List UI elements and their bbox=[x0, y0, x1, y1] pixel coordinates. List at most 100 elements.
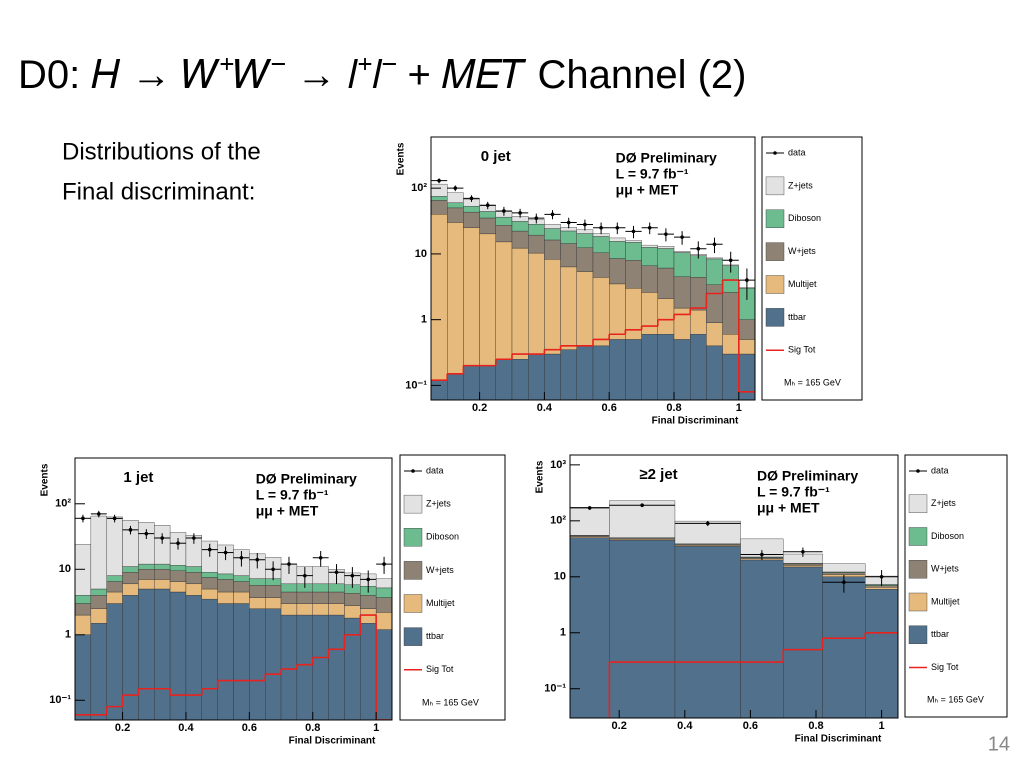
data-point bbox=[705, 521, 710, 526]
stack-bar bbox=[265, 597, 282, 609]
y-tick-label: 10⁻¹ bbox=[405, 379, 427, 391]
data-point bbox=[128, 528, 133, 532]
stack-bar bbox=[479, 365, 497, 400]
x-tick-label: 0.6 bbox=[743, 720, 758, 732]
legend-swatch bbox=[908, 527, 928, 546]
annotation: DØ Preliminary bbox=[757, 468, 858, 484]
legend-swatch bbox=[765, 209, 785, 228]
legend-label: ttbar bbox=[426, 631, 444, 641]
legend-note: Mₕ = 165 GeV bbox=[927, 695, 984, 705]
stack-bar bbox=[609, 258, 626, 285]
legend-swatch bbox=[908, 592, 928, 612]
stack-bar bbox=[138, 563, 155, 570]
stack-bar bbox=[185, 572, 202, 585]
stack-bar bbox=[625, 242, 642, 261]
stack-bar bbox=[296, 603, 313, 616]
stack-bar bbox=[641, 247, 658, 266]
stack-bar bbox=[217, 573, 234, 580]
stack-bar bbox=[106, 581, 123, 593]
legend-swatch bbox=[765, 275, 785, 294]
slide-title: D0: 𝐻 → 𝑊⁺𝑊⁻ → 𝑙⁺𝑙⁻ + 𝑀𝐸𝑇 Channel (2) bbox=[18, 53, 746, 97]
stack-bar bbox=[249, 578, 266, 586]
y-tick-label: 10² bbox=[411, 182, 427, 194]
legend-swatch bbox=[765, 242, 785, 261]
plot-area bbox=[570, 500, 898, 718]
stack-bar bbox=[280, 614, 298, 720]
chart-title: 1 jet bbox=[123, 469, 153, 486]
legend-swatch bbox=[765, 176, 785, 196]
data-point bbox=[192, 536, 196, 540]
x-tick-label: 0.2 bbox=[612, 720, 627, 732]
legend-swatch bbox=[403, 561, 423, 580]
stack-bar bbox=[722, 334, 739, 355]
stack-bar bbox=[511, 359, 529, 400]
stack-bar bbox=[75, 603, 92, 616]
stack-bar bbox=[431, 183, 448, 197]
data-point bbox=[760, 552, 764, 557]
stack-bar bbox=[673, 307, 691, 340]
data-point bbox=[518, 211, 522, 215]
stack-bar bbox=[296, 614, 313, 720]
stack-bar bbox=[201, 588, 218, 600]
legend-swatch bbox=[765, 308, 785, 327]
stack-bar bbox=[673, 252, 691, 277]
data-point bbox=[318, 555, 323, 560]
plot-area bbox=[431, 178, 755, 400]
stack-bar bbox=[495, 216, 513, 226]
stack-bar bbox=[431, 200, 448, 215]
stack-bar bbox=[375, 612, 392, 630]
stack-bar bbox=[360, 623, 377, 720]
y-tick-label: 10² bbox=[550, 515, 566, 527]
chart: 0.2 0.4 0.6 0.8 1 10⁻¹ 1 10 10² Final Discriminan… bbox=[396, 136, 863, 427]
stack-bar bbox=[528, 234, 545, 254]
stack-bar bbox=[217, 591, 234, 604]
stack-bar bbox=[312, 614, 329, 720]
stack-bar bbox=[90, 588, 107, 596]
stack-bar bbox=[738, 319, 755, 340]
stack-bar bbox=[544, 353, 561, 400]
stack-bar bbox=[154, 588, 171, 720]
y-axis-title: Events bbox=[535, 460, 546, 493]
x-tick-label: 0.6 bbox=[602, 402, 617, 414]
y-tick-label: 1 bbox=[560, 627, 566, 639]
stack-bar bbox=[169, 570, 187, 582]
stack-bar bbox=[90, 608, 107, 624]
stack-bar bbox=[783, 565, 823, 568]
legend-label: Z+jets bbox=[788, 180, 813, 190]
stack-bar bbox=[431, 196, 448, 201]
stack-bar bbox=[479, 217, 497, 235]
stack-bar bbox=[217, 603, 234, 720]
data-point bbox=[223, 550, 228, 555]
legend-label: Multijet bbox=[426, 598, 455, 608]
legend-label: Sig Tot bbox=[931, 662, 959, 672]
stack-bar bbox=[312, 591, 329, 604]
data-point bbox=[587, 506, 592, 510]
stack-bar bbox=[625, 339, 642, 400]
stack-bar bbox=[122, 595, 139, 720]
data-point bbox=[176, 541, 180, 546]
stack-bar bbox=[495, 359, 513, 400]
stack-bar bbox=[106, 591, 123, 604]
x-tick-label: 0.4 bbox=[677, 720, 693, 732]
x-tick-label: 0.4 bbox=[537, 402, 553, 414]
stack-bar bbox=[560, 349, 577, 400]
data-point bbox=[112, 516, 117, 521]
data-point bbox=[680, 235, 684, 239]
stack-bar bbox=[528, 252, 545, 355]
stack-bar bbox=[690, 334, 707, 400]
stack-bar bbox=[592, 277, 610, 347]
stack-bar bbox=[673, 276, 691, 309]
data-point bbox=[303, 573, 307, 578]
data-point bbox=[207, 547, 212, 552]
stack-bar bbox=[740, 559, 784, 718]
stack-bar bbox=[706, 345, 723, 400]
stack-bar bbox=[463, 211, 480, 228]
stack-bar bbox=[217, 579, 234, 593]
stack-bar bbox=[154, 569, 171, 580]
stack-bar bbox=[122, 566, 139, 573]
data-point bbox=[334, 570, 339, 575]
stack-bar bbox=[690, 309, 707, 335]
data-point bbox=[566, 220, 571, 225]
stack-bar bbox=[673, 339, 691, 400]
annotation: DØ Preliminary bbox=[256, 471, 357, 487]
